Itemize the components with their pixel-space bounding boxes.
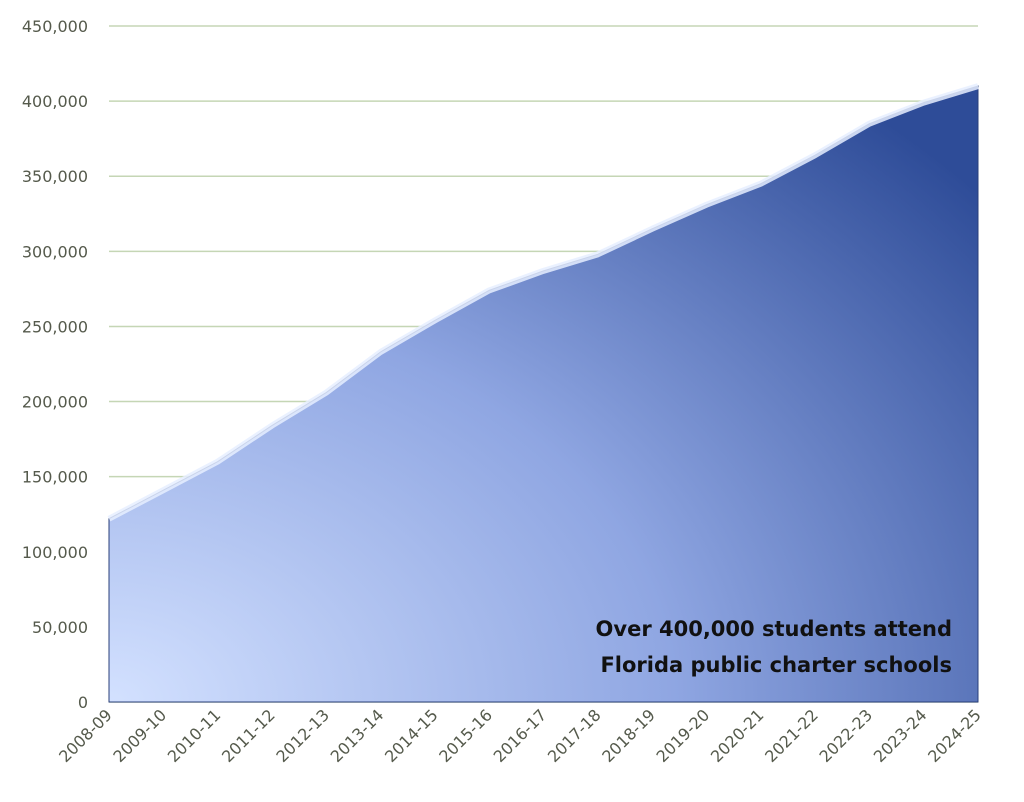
area-edge — [107, 83, 979, 522]
y-tick-label: 300,000 — [22, 242, 88, 261]
annotation: Over 400,000 students attend — [596, 617, 952, 641]
x-tick-label: 2012-13 — [272, 705, 333, 766]
y-tick-label: 0 — [78, 693, 88, 712]
annotation: Florida public charter schools — [600, 653, 952, 677]
x-tick-label: 2019-20 — [653, 705, 714, 766]
y-tick-label: 100,000 — [22, 543, 88, 562]
x-tick-label: 2011-12 — [218, 705, 279, 766]
x-tick-label: 2009-10 — [109, 705, 170, 766]
x-tick-label: 2010-11 — [164, 705, 225, 766]
x-tick-label: 2013-14 — [327, 705, 388, 766]
x-tick-label: 2008-09 — [55, 705, 116, 766]
y-tick-label: 450,000 — [22, 17, 88, 36]
x-tick-label: 2024-25 — [924, 705, 985, 766]
x-tick-label: 2016-17 — [490, 705, 551, 766]
y-tick-label: 150,000 — [22, 468, 88, 487]
y-tick-label: 50,000 — [32, 618, 88, 637]
x-tick-label: 2017-18 — [544, 705, 605, 766]
y-tick-label: 350,000 — [22, 167, 88, 186]
x-tick-label: 2014-15 — [381, 705, 442, 766]
x-tick-label: 2018-19 — [598, 705, 659, 766]
x-tick-label: 2022-23 — [815, 705, 876, 766]
x-tick-label: 2021-22 — [761, 705, 822, 766]
x-tick-label: 2015-16 — [435, 705, 496, 766]
y-tick-label: 250,000 — [22, 317, 88, 336]
y-tick-label: 400,000 — [22, 92, 88, 111]
y-tick-label: 200,000 — [22, 393, 88, 412]
x-tick-label: 2023-24 — [870, 705, 931, 766]
x-tick-label: 2020-21 — [707, 705, 768, 766]
area — [108, 85, 979, 703]
